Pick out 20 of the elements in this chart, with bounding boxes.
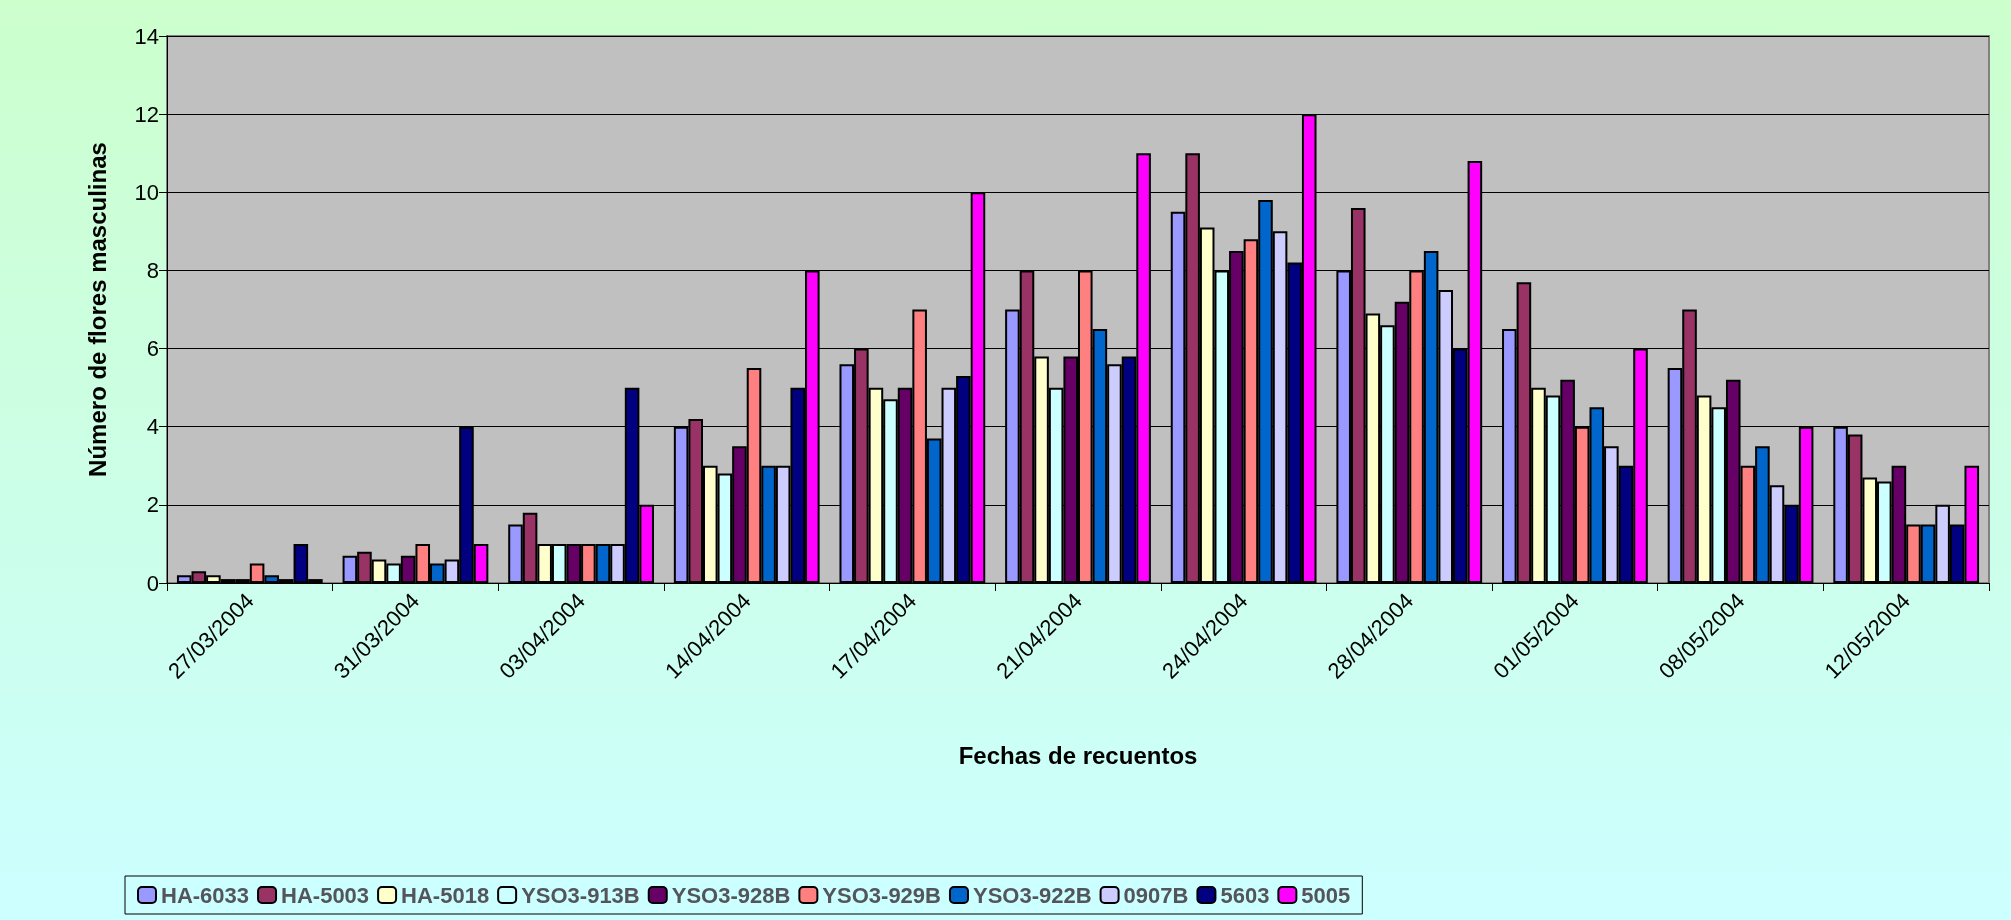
legend-label: YSO3-928B (671, 882, 791, 908)
y-axis-title: Número de flores masculinas (83, 142, 111, 477)
legend-label: HA-6033 (161, 882, 250, 908)
y-tick-label: 10 (134, 179, 159, 205)
legend-label: HA-5003 (281, 882, 370, 908)
legend-label: YSO3-913B (521, 882, 640, 908)
legend-label: YSO3-929B (822, 882, 941, 908)
legend-label: 0907B (1123, 882, 1189, 908)
y-tick-label: 2 (146, 492, 159, 518)
y-tick-label: 12 (134, 101, 159, 127)
legend-label: YSO3-922B (972, 882, 1092, 908)
y-tick-label: 14 (134, 23, 159, 49)
y-tick-label: 6 (146, 336, 159, 362)
legend-label: 5005 (1301, 882, 1351, 908)
legend-label: HA-5018 (401, 882, 490, 908)
y-tick-label: 4 (146, 414, 159, 440)
y-tick-label: 8 (146, 257, 159, 283)
x-axis-title: Fechas de recuentos (958, 741, 1198, 769)
legend-label: 5603 (1220, 882, 1270, 908)
y-tick-label: 0 (146, 570, 159, 596)
